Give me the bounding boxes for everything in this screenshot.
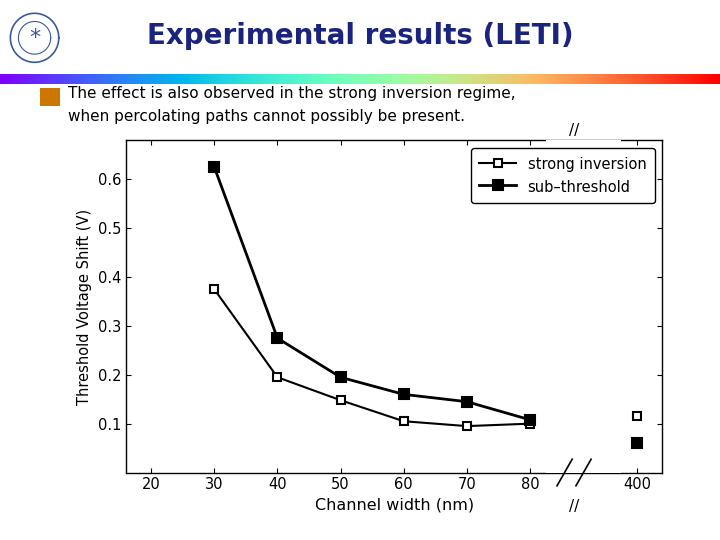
Text: *: * <box>29 28 40 48</box>
Text: //: // <box>569 123 579 138</box>
Text: //: // <box>569 500 579 515</box>
Text: G. Iannaccone: G. Iannaccone <box>11 514 110 528</box>
Y-axis label: Threshold Voltage Shift (V): Threshold Voltage Shift (V) <box>77 208 92 404</box>
Text: Experimental results (LETI): Experimental results (LETI) <box>147 22 573 50</box>
Text: when percolating paths cannot possibly be present.: when percolating paths cannot possibly b… <box>68 109 465 124</box>
X-axis label: Channel width (nm): Channel width (nm) <box>315 498 474 513</box>
Legend: strong inversion, sub–threshold: strong inversion, sub–threshold <box>471 148 655 203</box>
Bar <box>40 88 60 106</box>
Bar <box>546 140 621 472</box>
Text: Università di  Pisa: Università di Pisa <box>585 514 709 528</box>
Text: The effect is also observed in the strong inversion regime,: The effect is also observed in the stron… <box>68 86 516 102</box>
